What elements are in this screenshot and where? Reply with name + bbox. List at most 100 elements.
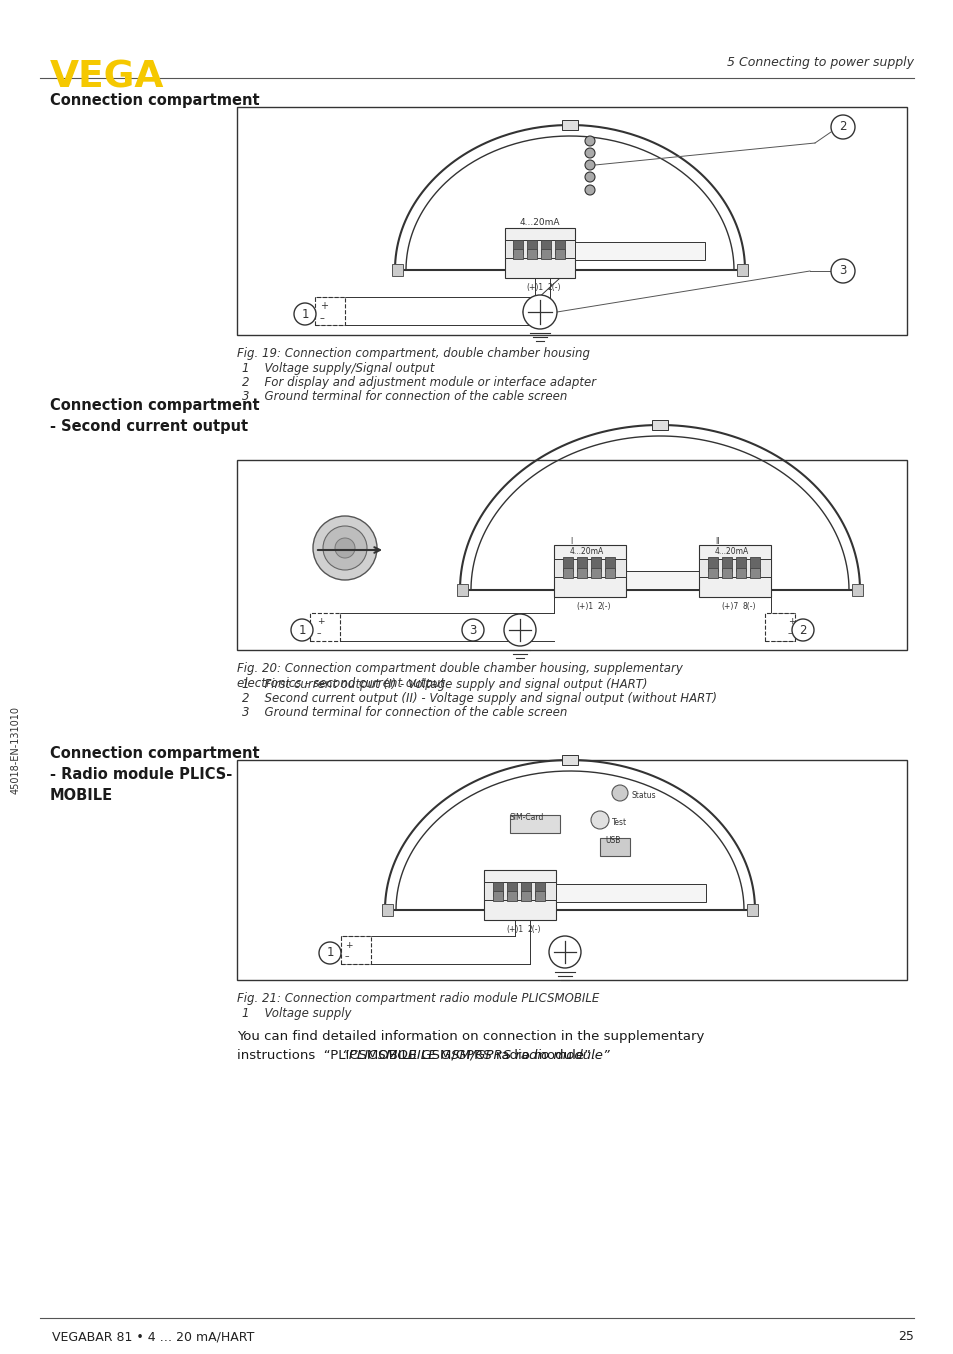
Bar xyxy=(520,881,531,896)
Bar xyxy=(510,815,559,833)
Text: +: + xyxy=(316,617,324,627)
Text: Status: Status xyxy=(631,791,656,800)
Bar xyxy=(562,567,573,578)
Text: –: – xyxy=(316,630,321,639)
Bar xyxy=(504,227,575,278)
Bar xyxy=(513,240,522,255)
Bar xyxy=(555,249,564,259)
Bar xyxy=(526,240,537,255)
Bar xyxy=(764,613,794,640)
Bar xyxy=(699,546,770,597)
Circle shape xyxy=(584,148,595,158)
Bar xyxy=(749,556,760,571)
Bar xyxy=(699,559,770,577)
Bar xyxy=(556,884,705,902)
Text: –: – xyxy=(787,630,792,639)
Bar xyxy=(513,249,522,259)
Text: instructions  “PLICSMOBILE GSM/GPRS radio module”.: instructions “PLICSMOBILE GSM/GPRS radio… xyxy=(236,1048,595,1062)
Circle shape xyxy=(584,160,595,171)
Bar xyxy=(314,297,345,325)
Bar xyxy=(554,546,625,597)
Text: Fig. 19: Connection compartment, double chamber housing: Fig. 19: Connection compartment, double … xyxy=(236,347,589,360)
Text: –: – xyxy=(319,313,325,324)
Circle shape xyxy=(461,619,483,640)
Text: 2(-): 2(-) xyxy=(598,603,611,611)
Circle shape xyxy=(548,936,580,968)
Bar xyxy=(456,584,468,596)
Circle shape xyxy=(503,613,536,646)
Circle shape xyxy=(830,259,854,283)
Bar xyxy=(554,559,625,577)
Bar xyxy=(590,567,600,578)
Bar xyxy=(721,567,731,578)
Bar xyxy=(735,556,745,571)
Text: “PLICSMOBILE GSM/GPRS radio module”: “PLICSMOBILE GSM/GPRS radio module” xyxy=(341,1048,609,1062)
Text: (+)1: (+)1 xyxy=(576,603,593,611)
Bar xyxy=(599,838,629,856)
Bar xyxy=(535,881,544,896)
Bar xyxy=(381,904,393,917)
Bar xyxy=(504,240,575,259)
Circle shape xyxy=(323,525,367,570)
Bar xyxy=(561,756,578,765)
Bar xyxy=(506,881,517,896)
Bar xyxy=(540,240,551,255)
Bar xyxy=(737,264,747,276)
Circle shape xyxy=(584,135,595,146)
Text: USB: USB xyxy=(604,835,619,845)
Text: 45018-EN-131010: 45018-EN-131010 xyxy=(11,705,21,793)
Circle shape xyxy=(584,172,595,181)
Circle shape xyxy=(313,516,376,580)
Text: 2    Second current output (II) - Voltage supply and signal output (without HART: 2 Second current output (II) - Voltage s… xyxy=(242,692,717,705)
Text: I: I xyxy=(569,538,572,546)
Text: VEGABAR 81 • 4 … 20 mA/HART: VEGABAR 81 • 4 … 20 mA/HART xyxy=(52,1330,254,1343)
Bar xyxy=(651,420,667,431)
Text: (+)7: (+)7 xyxy=(720,603,738,611)
Bar xyxy=(625,571,699,589)
Circle shape xyxy=(294,303,315,325)
Text: 4...20mA: 4...20mA xyxy=(569,547,603,556)
Bar xyxy=(555,240,564,255)
Text: Fig. 21: Connection compartment radio module PLICSMOBILE: Fig. 21: Connection compartment radio mo… xyxy=(236,992,598,1005)
Text: II: II xyxy=(714,538,719,546)
Circle shape xyxy=(584,185,595,195)
Bar xyxy=(851,584,862,596)
Bar xyxy=(535,891,544,900)
Bar xyxy=(721,556,731,571)
Bar xyxy=(590,556,600,571)
Text: 2: 2 xyxy=(799,623,806,636)
Circle shape xyxy=(612,785,627,802)
Text: 5 Connecting to power supply: 5 Connecting to power supply xyxy=(726,56,913,69)
Text: 3    Ground terminal for connection of the cable screen: 3 Ground terminal for connection of the … xyxy=(242,705,567,719)
Bar xyxy=(575,242,704,260)
Text: Test: Test xyxy=(612,818,626,827)
Bar xyxy=(483,871,556,919)
Bar xyxy=(604,567,615,578)
Bar xyxy=(392,264,402,276)
Text: (+)1: (+)1 xyxy=(505,925,522,934)
Text: 1    Voltage supply/Signal output: 1 Voltage supply/Signal output xyxy=(242,362,434,375)
Text: 2(-): 2(-) xyxy=(547,283,561,292)
Circle shape xyxy=(318,942,340,964)
Bar xyxy=(577,556,586,571)
Text: 25: 25 xyxy=(897,1330,913,1343)
Bar xyxy=(236,107,906,334)
Bar xyxy=(493,891,502,900)
Bar xyxy=(604,556,615,571)
Bar xyxy=(540,249,551,259)
Text: SIM-Card: SIM-Card xyxy=(510,812,544,822)
Bar xyxy=(707,567,718,578)
Text: 4...20mA: 4...20mA xyxy=(714,547,748,556)
Text: 3: 3 xyxy=(469,623,476,636)
Text: 1: 1 xyxy=(298,623,305,636)
Circle shape xyxy=(335,538,355,558)
Text: 1: 1 xyxy=(326,946,334,960)
Text: Connection compartment
- Second current output: Connection compartment - Second current … xyxy=(50,398,259,435)
Circle shape xyxy=(791,619,813,640)
Bar xyxy=(526,249,537,259)
Text: 1    Voltage supply: 1 Voltage supply xyxy=(242,1007,351,1020)
Text: +: + xyxy=(787,617,795,627)
Text: 1: 1 xyxy=(301,307,309,321)
Text: Connection compartment
- Radio module PLICS-
MOBILE: Connection compartment - Radio module PL… xyxy=(50,746,259,803)
Bar xyxy=(735,567,745,578)
